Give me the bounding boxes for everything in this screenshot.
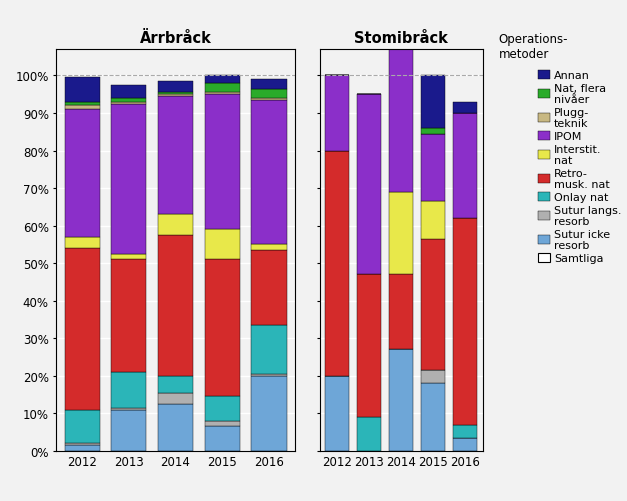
Bar (389, 350, 413, 451)
Bar (65, 103, 100, 106)
Bar (112, 260, 146, 372)
Bar (205, 397, 240, 421)
Bar (251, 376, 287, 451)
Bar (205, 76, 240, 84)
Bar (453, 114, 477, 218)
Bar (389, 192, 413, 275)
Bar (65, 237, 100, 248)
Bar (357, 417, 381, 451)
Bar (421, 134, 445, 202)
Bar (205, 421, 240, 426)
Bar (421, 129, 445, 134)
Bar (158, 82, 193, 93)
Bar (205, 93, 240, 95)
Bar (421, 76, 445, 129)
Bar (112, 408, 146, 410)
Text: Operations-
metoder: Operations- metoder (498, 33, 568, 61)
Bar (421, 202, 445, 239)
Bar (357, 95, 381, 275)
Bar (251, 326, 287, 374)
Bar (389, 275, 413, 350)
Bar (205, 426, 240, 451)
Bar (389, 43, 413, 192)
Bar (158, 215, 193, 235)
Bar (205, 260, 240, 397)
Bar (325, 76, 349, 151)
Bar (65, 443, 100, 445)
Bar (251, 250, 287, 326)
Bar (65, 410, 100, 443)
Bar (112, 99, 146, 103)
Bar (158, 393, 193, 404)
Bar (112, 104, 146, 254)
Bar (158, 404, 193, 451)
Bar (453, 103, 477, 114)
Bar (158, 93, 193, 95)
Bar (453, 425, 477, 438)
Bar (112, 86, 146, 99)
Bar (251, 99, 287, 101)
Bar (65, 106, 100, 110)
Bar (251, 374, 287, 376)
Title: Ärrbråck: Ärrbråck (140, 31, 211, 46)
Bar (205, 230, 240, 260)
Bar (325, 151, 349, 376)
Bar (158, 95, 193, 97)
Bar (251, 90, 287, 99)
Bar (453, 438, 477, 451)
Bar (325, 376, 349, 451)
Bar (65, 78, 100, 103)
Bar (65, 110, 100, 237)
Bar (251, 101, 287, 245)
Bar (112, 254, 146, 260)
Bar (112, 410, 146, 451)
Bar (65, 445, 100, 451)
Bar (421, 239, 445, 370)
Title: Stomibråck: Stomibråck (354, 31, 448, 46)
Bar (357, 275, 381, 417)
Bar (158, 376, 193, 393)
Bar (251, 245, 287, 250)
Bar (421, 383, 445, 451)
Bar (421, 370, 445, 383)
Bar (205, 84, 240, 93)
Bar (205, 95, 240, 230)
Bar (112, 103, 146, 104)
Bar (65, 248, 100, 410)
Bar (158, 97, 193, 215)
Bar (251, 80, 287, 90)
Bar (158, 235, 193, 376)
Bar (112, 372, 146, 408)
Bar (453, 218, 477, 425)
Legend: Annan, Nat, flera
nivåer, Plugg-
teknik, IPOM, Interstit.
nat, Retro-
musk. nat,: Annan, Nat, flera nivåer, Plugg- teknik,… (539, 71, 621, 264)
